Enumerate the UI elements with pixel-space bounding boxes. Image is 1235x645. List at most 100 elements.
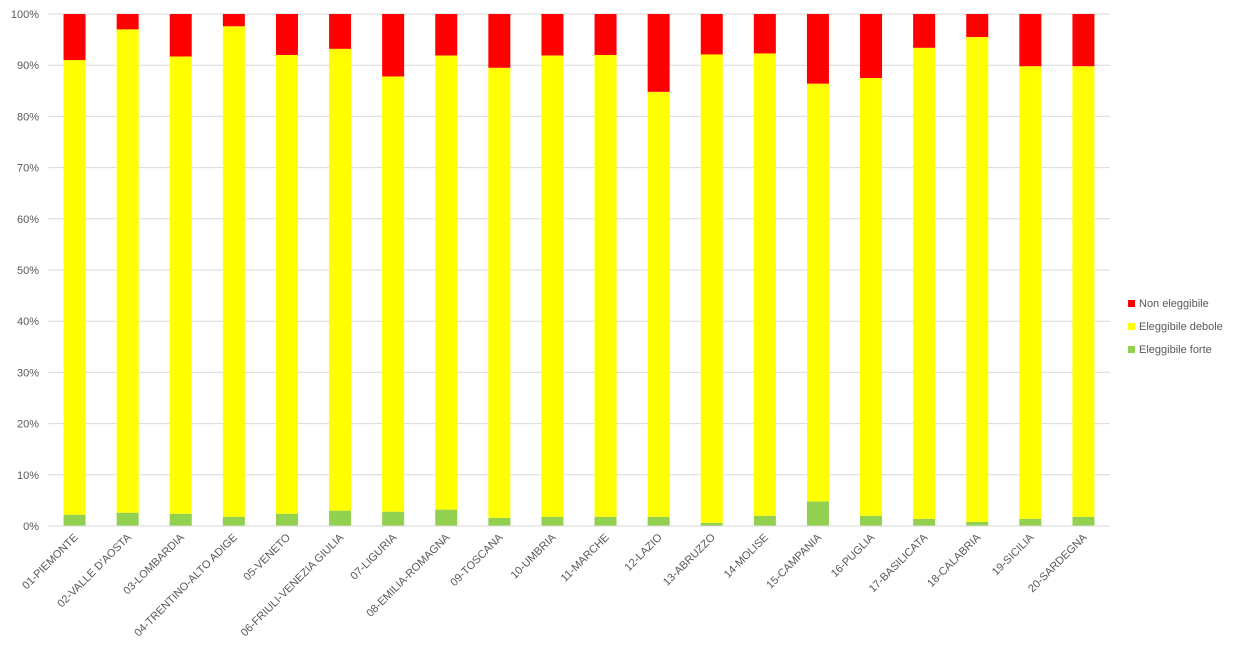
bar-segment	[1072, 14, 1095, 67]
bar-segment	[63, 14, 86, 61]
x-tick-label: 19-SICILIA	[990, 531, 1037, 578]
bar-segment	[700, 54, 723, 523]
legend-swatch	[1128, 300, 1135, 307]
bar-segment	[966, 37, 989, 522]
bar-segment	[116, 14, 139, 30]
legend-label: Non eleggibile	[1139, 297, 1209, 310]
bar-segment	[116, 512, 139, 526]
x-tick-label: 09-TOSCANA	[448, 531, 506, 589]
bar-segment	[806, 501, 829, 526]
bar-segment	[169, 14, 192, 57]
bar-segment	[594, 54, 617, 517]
legend-label: Eleggibile forte	[1139, 343, 1212, 356]
legend-label: Eleggibile debole	[1139, 320, 1223, 333]
bar-segment	[329, 14, 352, 49]
bar-segment	[541, 14, 564, 56]
x-tick-label: 01-PIEMONTE	[20, 532, 80, 592]
x-tick-label: 16-PUGLIA	[829, 531, 878, 580]
bar-segment	[1019, 14, 1042, 67]
bar-segment	[63, 514, 86, 526]
legend-entry: Non eleggibile	[1128, 292, 1223, 315]
y-tick-label: 40%	[17, 316, 39, 328]
bar-segment	[222, 26, 245, 517]
bar-segment	[382, 76, 405, 512]
bar-segment	[275, 513, 298, 526]
bar-segment	[222, 14, 245, 27]
legend: Non eleggibile Eleggibile debole Eleggibil…	[1128, 292, 1223, 361]
x-tick-label: 10-UMBRIA	[509, 531, 559, 581]
y-tick-label: 60%	[17, 214, 39, 226]
bar-group	[63, 14, 1095, 526]
bar-segment	[541, 55, 564, 517]
bar-segment	[860, 14, 883, 78]
bar-segment	[488, 517, 511, 526]
bar-segment	[753, 14, 776, 54]
bar-segment	[382, 14, 405, 77]
y-tick-label: 100%	[11, 9, 39, 21]
bar-segment	[435, 509, 458, 526]
y-tick-label: 10%	[17, 470, 39, 482]
bar-segment	[63, 60, 86, 515]
bar-segment	[647, 91, 670, 517]
y-tick-label: 0%	[23, 521, 39, 533]
bar-segment	[435, 14, 458, 56]
bar-segment	[1072, 66, 1095, 517]
y-tick-label: 90%	[17, 60, 39, 72]
bar-segment	[169, 56, 192, 514]
bar-segment	[913, 518, 936, 526]
x-tick-label: 13-ABRUZZO	[661, 531, 718, 588]
bar-segment	[700, 14, 723, 55]
legend-entry: Eleggibile debole	[1128, 315, 1223, 338]
y-tick-label: 80%	[17, 111, 39, 123]
bar-segment	[329, 510, 352, 526]
bar-segment	[382, 511, 405, 526]
bar-segment	[541, 516, 564, 526]
y-tick-label: 50%	[17, 265, 39, 277]
bar-segment	[1072, 516, 1095, 526]
legend-swatch	[1128, 323, 1135, 330]
bar-segment	[222, 516, 245, 526]
bar-segment	[966, 521, 989, 526]
bar-segment	[753, 515, 776, 526]
bar-segment	[116, 29, 139, 513]
bar-segment	[594, 14, 617, 55]
bar-segment	[1019, 518, 1042, 526]
bar-segment	[647, 516, 670, 526]
bar-segment	[169, 513, 192, 526]
x-tick-label: 14-MOLISE	[722, 532, 771, 581]
bar-segment	[488, 14, 511, 68]
bar-segment	[966, 14, 989, 38]
bar-segment	[860, 515, 883, 526]
y-tick-label: 30%	[17, 367, 39, 379]
bar-segment	[488, 67, 511, 518]
x-tick-label: 18-CALABRIA	[925, 531, 984, 590]
y-tick-label: 70%	[17, 163, 39, 175]
bar-segment	[275, 54, 298, 514]
x-tick-label: 15-CAMPANIA	[764, 531, 824, 591]
x-tick-label: 04-TRENTINO-ALTO ADIGE	[132, 532, 240, 640]
legend-entry: Eleggibile forte	[1128, 338, 1223, 361]
x-tick-label: 12-LAZIO	[623, 531, 666, 574]
bar-segment	[806, 14, 829, 84]
x-tick-label: 11-MARCHE	[559, 532, 612, 585]
bar-segment	[594, 516, 617, 526]
bar-segment	[806, 83, 829, 502]
bar-segment	[860, 78, 883, 516]
bar-segment	[329, 48, 352, 511]
x-tick-label: 07-LIGURIA	[348, 531, 399, 582]
legend-swatch	[1128, 346, 1135, 353]
y-axis-tick-labels: 0% 10% 20% 30% 40% 50% 60% 70% 80% 90% 100%	[11, 9, 39, 533]
bar-segment	[753, 53, 776, 516]
bar-segment	[913, 47, 936, 519]
x-tick-label: 05-VENETO	[241, 531, 293, 583]
y-tick-label: 20%	[17, 419, 39, 431]
bar-segment	[700, 522, 723, 526]
x-tick-label: 06-FRIULI-VENEZIA GIULIA	[239, 531, 347, 639]
bar-segment	[435, 55, 458, 510]
bar-segment	[647, 14, 670, 92]
bar-segment	[913, 14, 936, 48]
gridlines	[48, 13, 1110, 476]
bar-segment	[1019, 66, 1042, 519]
